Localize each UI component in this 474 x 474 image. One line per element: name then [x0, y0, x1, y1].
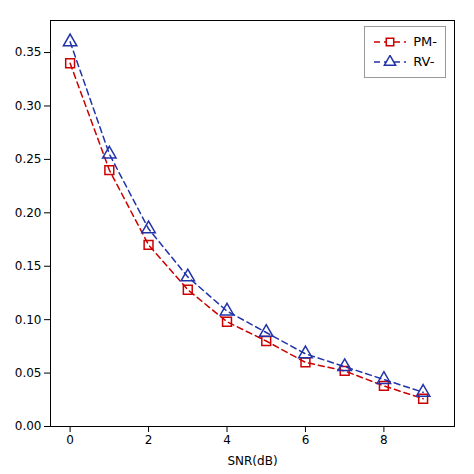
svg-text:2: 2	[145, 433, 153, 447]
svg-text:0.25: 0.25	[15, 152, 42, 166]
svg-text:0.15: 0.15	[15, 259, 42, 273]
svg-text:0.00: 0.00	[15, 419, 42, 433]
svg-text:0.20: 0.20	[15, 206, 42, 220]
svg-text:SNR(dB): SNR(dB)	[227, 454, 277, 468]
html-text:RV-: RV-	[413, 54, 435, 69]
svg-text:0.05: 0.05	[15, 366, 42, 380]
svg-text:8: 8	[380, 433, 388, 447]
svg-text:0.35: 0.35	[15, 45, 42, 59]
svg-text:0: 0	[66, 433, 74, 447]
html-text:PM-: PM-	[413, 34, 437, 49]
svg-text:0.30: 0.30	[15, 99, 42, 113]
svg-text:6: 6	[302, 433, 310, 447]
svg-text:0.10: 0.10	[15, 312, 42, 326]
svg-text:4: 4	[223, 433, 231, 447]
